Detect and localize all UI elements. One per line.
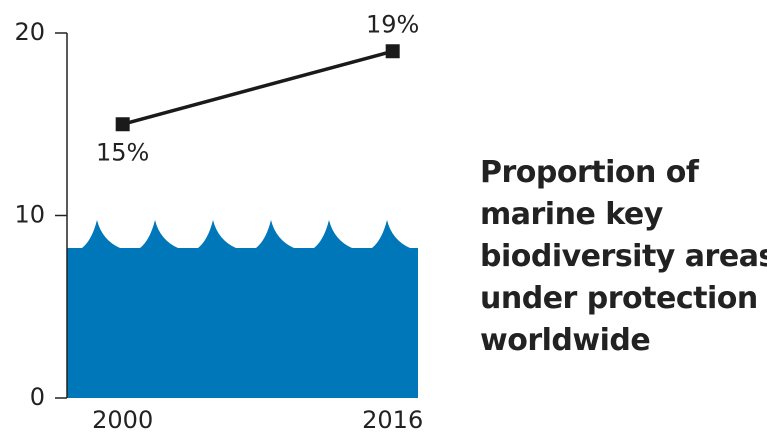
- marker: [385, 44, 400, 59]
- title-line: under protection: [480, 281, 758, 316]
- y-tick-label: 0: [30, 383, 45, 411]
- x-tick-label: 2000: [92, 406, 153, 434]
- value-label: 19%: [366, 10, 419, 38]
- title-line: biodiversity areas: [480, 239, 767, 274]
- title-line: Proportion of: [480, 155, 699, 190]
- line: [122, 49, 394, 126]
- y-tick-label: 20: [14, 18, 45, 46]
- title-line: marine key: [480, 197, 663, 232]
- water-decoration: [67, 220, 418, 398]
- chart-title: Proportion of marine key biodiversity area…: [480, 152, 767, 362]
- y-tick-label: 10: [14, 201, 45, 229]
- value-label: 15%: [96, 138, 149, 166]
- x-tick-label: 2016: [362, 406, 423, 434]
- marker: [115, 117, 130, 132]
- title-line: worldwide: [480, 323, 651, 358]
